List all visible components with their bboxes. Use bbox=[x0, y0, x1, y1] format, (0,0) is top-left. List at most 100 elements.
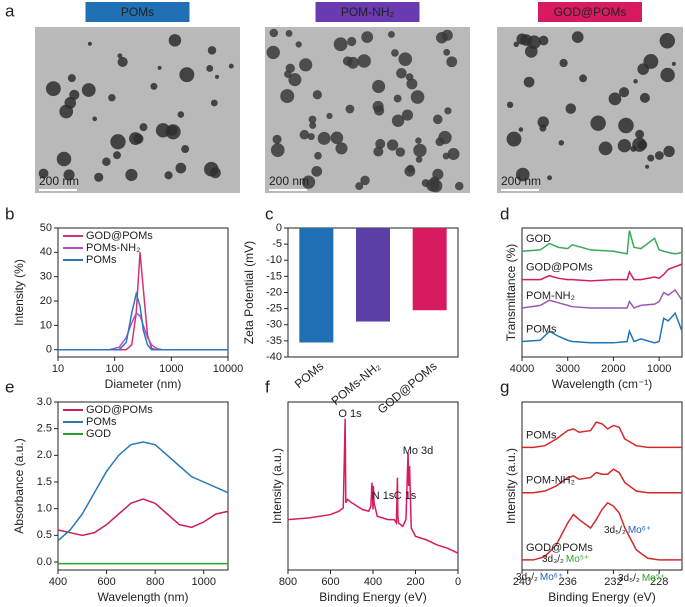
x-tick-label: 600 bbox=[321, 576, 339, 588]
x-tick-label: 1000 bbox=[159, 363, 183, 375]
series-line bbox=[522, 468, 682, 494]
particle bbox=[373, 146, 384, 157]
series-label: POMs bbox=[526, 323, 557, 335]
series-label: POM-NH₂ bbox=[526, 475, 575, 487]
x-tick-label: 232 bbox=[604, 576, 622, 588]
particle bbox=[436, 31, 448, 44]
y-tick-label: 2.0 bbox=[37, 449, 52, 461]
particle bbox=[446, 56, 458, 68]
particle bbox=[117, 56, 128, 67]
particle bbox=[654, 151, 664, 160]
particle bbox=[406, 78, 418, 90]
orbital: 3d₅/₂ bbox=[618, 573, 640, 584]
particle bbox=[215, 74, 220, 79]
particle bbox=[435, 137, 445, 147]
image-title: POMs bbox=[121, 5, 154, 19]
particle bbox=[372, 79, 386, 94]
panel-letter: e bbox=[5, 377, 14, 396]
particle bbox=[38, 168, 49, 179]
legend-label: GOD bbox=[86, 428, 111, 440]
x-tick-label: 2000 bbox=[601, 363, 625, 375]
particle bbox=[204, 161, 219, 177]
particle bbox=[396, 68, 407, 79]
title-box bbox=[538, 2, 642, 22]
panel-letter: d bbox=[500, 204, 509, 223]
particle bbox=[168, 34, 182, 47]
particle bbox=[361, 31, 374, 43]
y-tick-label: 1.5 bbox=[37, 476, 52, 488]
series-line bbox=[522, 263, 683, 282]
series-line bbox=[57, 498, 229, 537]
orbital: 3d₃/₂ bbox=[516, 572, 538, 583]
particle bbox=[269, 28, 279, 38]
particle bbox=[326, 112, 333, 120]
x-tick-label: 10 bbox=[52, 363, 64, 375]
series-label: GOD bbox=[526, 233, 551, 245]
scale-bar-label: 200 nm bbox=[269, 174, 309, 188]
particle bbox=[272, 134, 282, 144]
x-tick-label: 10000 bbox=[213, 363, 244, 375]
y-axis-label: Intensity (a.u.) bbox=[504, 448, 518, 524]
x-tick-label: 240 bbox=[513, 576, 531, 588]
particle bbox=[228, 63, 234, 69]
particle bbox=[280, 89, 295, 104]
series-label: GOD@POMs bbox=[526, 542, 593, 554]
x-axis-label: Diameter (nm) bbox=[105, 377, 182, 391]
legend-label: POMs-NH₂ bbox=[86, 242, 140, 254]
particle bbox=[539, 124, 547, 132]
particle bbox=[102, 157, 111, 166]
particle bbox=[64, 97, 77, 109]
particle bbox=[372, 100, 384, 113]
particle bbox=[266, 45, 280, 60]
x-tick-label: 236 bbox=[559, 576, 577, 588]
y-tick-label: -40 bbox=[266, 351, 282, 363]
particle bbox=[345, 104, 355, 114]
particle bbox=[94, 172, 104, 182]
particle bbox=[618, 117, 634, 134]
panel-letter: g bbox=[500, 377, 509, 396]
image-title: GOD@POMs bbox=[554, 5, 627, 19]
image-title: POM-NH₂ bbox=[341, 5, 395, 19]
particle bbox=[513, 41, 520, 48]
particle bbox=[311, 165, 323, 177]
bar bbox=[356, 228, 390, 322]
particle bbox=[444, 107, 452, 115]
scale-bar-label: 200 nm bbox=[39, 174, 79, 188]
x-tick-label: 1000 bbox=[647, 363, 671, 375]
oxidation-state: Mo⁵⁺ bbox=[642, 573, 665, 584]
particle bbox=[426, 178, 440, 192]
particle bbox=[415, 156, 423, 163]
particle bbox=[538, 35, 549, 46]
particle bbox=[317, 131, 331, 145]
x-tick-label: POMs-NH₂ bbox=[329, 359, 384, 408]
series-line bbox=[287, 418, 459, 554]
particle bbox=[405, 73, 414, 81]
particle bbox=[155, 123, 171, 138]
legend-label: GOD@POMs bbox=[86, 230, 153, 242]
series-label: POMs bbox=[526, 429, 557, 441]
y-tick-label: 2.5 bbox=[37, 423, 52, 435]
y-tick-label: 1.0 bbox=[37, 503, 52, 515]
peak-label: Mo 3d bbox=[403, 445, 434, 457]
y-tick-label: 40 bbox=[40, 246, 52, 258]
legend-label: GOD@POMs bbox=[86, 404, 153, 416]
x-axis-label: Wavelength (cm⁻¹) bbox=[552, 377, 653, 391]
particle bbox=[308, 115, 317, 124]
particle bbox=[391, 49, 399, 57]
particle bbox=[301, 175, 316, 189]
series-line bbox=[58, 312, 228, 351]
y-axis-label: Absorbance (a.u.) bbox=[12, 438, 26, 533]
orbital: 3d₅/₂ bbox=[604, 525, 626, 536]
x-tick-label: 4000 bbox=[510, 363, 534, 375]
y-tick-label: -35 bbox=[266, 335, 282, 347]
particle bbox=[157, 65, 162, 70]
y-axis-label: Transmittance (%) bbox=[504, 244, 518, 342]
particle bbox=[565, 103, 577, 114]
y-tick-label: 0.0 bbox=[37, 556, 52, 568]
x-tick-label: GOD@POMs bbox=[375, 359, 440, 417]
y-axis-label: Zeta Potential (mV) bbox=[242, 241, 256, 344]
particle bbox=[312, 90, 322, 100]
particle bbox=[288, 73, 302, 87]
series-line bbox=[521, 230, 683, 255]
